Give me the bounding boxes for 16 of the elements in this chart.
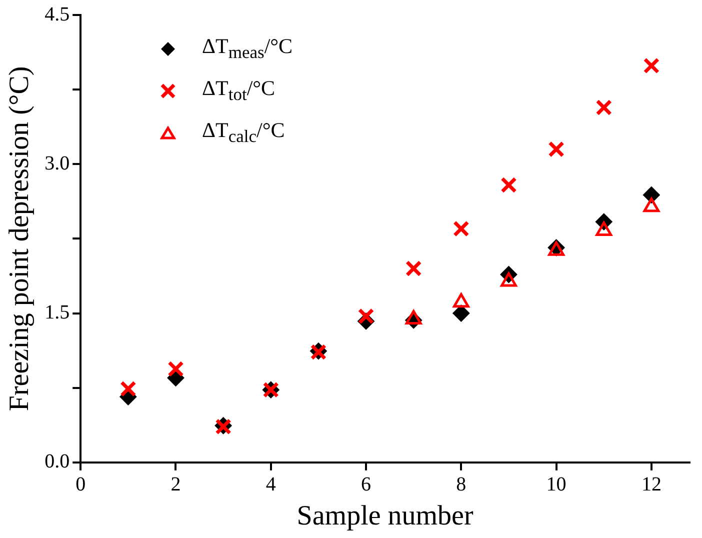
y-tick-label: 1.5 (44, 302, 70, 324)
x-tick-label: 12 (641, 474, 662, 496)
y-axis-title: Freezing point depression (°C) (4, 66, 36, 412)
legend-label: ΔT$_{tot}$/°C (202, 76, 276, 106)
y-tick-label: 0.0 (44, 450, 70, 473)
legend-label: ΔT$_{meas}$/°C (202, 34, 293, 64)
y-tick-label: 4.5 (44, 3, 70, 26)
x-tick-label: 10 (546, 474, 566, 496)
legend-label: ΔT$_{calc}$/°C (202, 118, 285, 148)
x-tick-label: 4 (266, 474, 276, 496)
x-tick-label: 8 (456, 474, 466, 496)
y-tick-label: 3.0 (44, 152, 70, 174)
x-tick-label: 6 (361, 474, 372, 496)
x-tick-label: 2 (170, 474, 181, 496)
x-tick-label: 0 (76, 474, 86, 496)
x-axis-title: Sample number (296, 500, 474, 532)
